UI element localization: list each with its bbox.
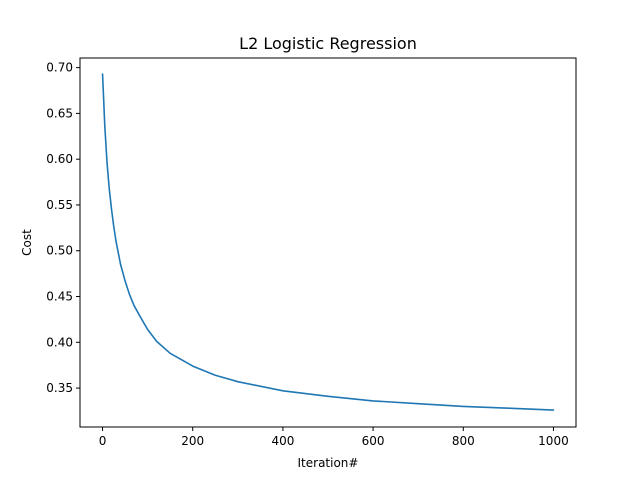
y-tick-label: 0.35: [46, 381, 73, 395]
x-tick-label: 1000: [538, 434, 569, 448]
y-tick-label: 0.45: [46, 290, 73, 304]
plot-area: [79, 57, 577, 428]
y-tick-label: 0.40: [46, 335, 73, 349]
y-axis-label: Cost: [20, 229, 34, 256]
x-tick-label: 600: [362, 434, 385, 448]
y-axis: 0.35 0.40 0.45 0.50 0.55 0.60 0.65 0.70: [46, 61, 80, 395]
chart-title: L2 Logistic Regression: [239, 34, 417, 53]
x-axis-label: Iteration#: [298, 456, 359, 470]
y-tick-label: 0.50: [46, 244, 73, 258]
cost-curve-line: [101, 73, 555, 411]
y-tick-label: 0.55: [46, 198, 73, 212]
y-tick-label: 0.60: [46, 152, 73, 166]
y-tick-label: 0.65: [46, 106, 73, 120]
x-axis: 0 200 400 600 800 1000: [99, 427, 569, 448]
x-tick-label: 400: [271, 434, 294, 448]
x-tick-label: 800: [452, 434, 475, 448]
x-tick-label: 200: [181, 434, 204, 448]
y-tick-label: 0.70: [46, 61, 73, 75]
x-tick-label: 0: [99, 434, 107, 448]
